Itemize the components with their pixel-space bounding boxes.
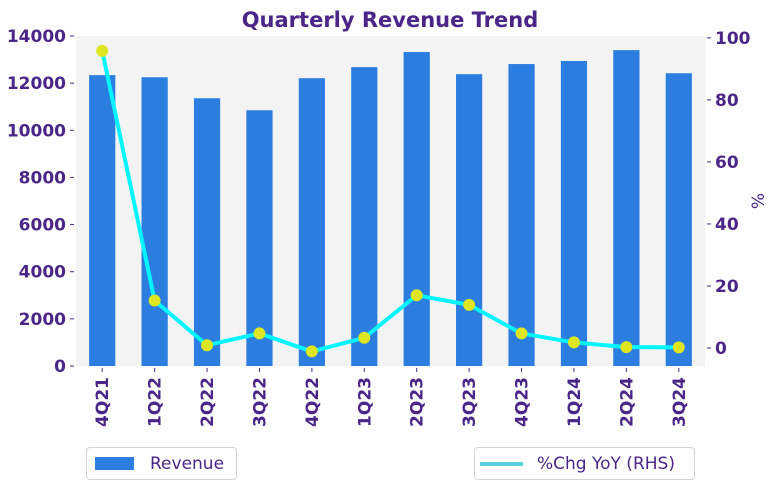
bar-4Q21 bbox=[89, 75, 116, 366]
x-tick-label: 2Q23 bbox=[408, 377, 428, 427]
bar-4Q23 bbox=[508, 64, 535, 367]
bar-1Q24 bbox=[560, 60, 588, 366]
y-right-tick-label: 20 bbox=[715, 277, 739, 297]
x-tick-label: 1Q24 bbox=[565, 377, 585, 427]
bar-2Q22 bbox=[193, 98, 221, 366]
y-right-tick-label: 40 bbox=[715, 215, 739, 235]
x-tick-label: 3Q24 bbox=[670, 377, 690, 427]
bar-3Q22 bbox=[246, 110, 273, 366]
yoy-marker-3Q22 bbox=[253, 327, 266, 340]
y-right-tick-label: 0 bbox=[715, 339, 727, 359]
x-tick-label: 2Q22 bbox=[198, 377, 218, 427]
yoy-marker-4Q21 bbox=[96, 44, 109, 57]
chart-title: Quarterly Revenue Trend bbox=[242, 8, 539, 32]
y-tick-label: 0 bbox=[54, 357, 66, 377]
x-tick-label: 4Q21 bbox=[93, 377, 113, 427]
yoy-marker-2Q23 bbox=[410, 289, 423, 302]
bar-2Q24 bbox=[613, 50, 640, 367]
y-tick-label: 6000 bbox=[19, 216, 66, 236]
legend-yoy-swatch bbox=[480, 461, 523, 466]
bar-3Q24 bbox=[665, 73, 692, 366]
yoy-line bbox=[100, 50, 679, 354]
legend-revenue-swatch bbox=[95, 457, 134, 470]
line-series-yoy bbox=[96, 44, 685, 358]
yoy-marker-1Q24 bbox=[567, 336, 580, 349]
y-axis-right: 0 20 40 60 80 100 bbox=[707, 29, 751, 359]
yoy-marker-2Q24 bbox=[620, 341, 633, 354]
bar-1Q23 bbox=[351, 67, 378, 366]
y-tick-label: 8000 bbox=[19, 168, 66, 188]
bar-1Q22 bbox=[141, 77, 168, 366]
yoy-marker-2Q22 bbox=[201, 339, 214, 352]
yoy-marker-4Q23 bbox=[515, 327, 528, 340]
y-tick-label: 4000 bbox=[19, 263, 66, 283]
yoy-marker-1Q22 bbox=[148, 294, 161, 307]
y-axis-left: 0 2000 4000 6000 8000 10000 12000 14000 bbox=[7, 27, 74, 377]
yoy-marker-4Q22 bbox=[305, 345, 318, 358]
legend-revenue-label: Revenue bbox=[150, 453, 225, 474]
yoy-marker-1Q23 bbox=[358, 331, 371, 344]
y-right-tick-label: 80 bbox=[715, 91, 739, 111]
y-tick-label: 14000 bbox=[7, 27, 66, 47]
y-tick-label: 10000 bbox=[7, 121, 66, 141]
x-tick-label: 2Q24 bbox=[617, 377, 637, 427]
legend-yoy: %Chg YoY (RHS) bbox=[474, 447, 695, 480]
yoy-marker-3Q24 bbox=[672, 341, 685, 354]
bar-series-revenue bbox=[89, 50, 692, 367]
x-tick-label: 1Q22 bbox=[146, 377, 166, 427]
y-right-tick-label: 100 bbox=[715, 29, 751, 49]
y-tick-label: 12000 bbox=[7, 74, 66, 94]
x-tick-label: 4Q23 bbox=[513, 377, 533, 427]
yoy-marker-3Q23 bbox=[463, 298, 476, 311]
legend-yoy-label: %Chg YoY (RHS) bbox=[537, 453, 675, 474]
x-axis: 4Q21 1Q22 2Q22 3Q22 4Q22 1Q23 2Q23 3Q23 4Q23 1Q24… bbox=[93, 368, 690, 427]
y-right-tick-label: 60 bbox=[715, 153, 739, 173]
plot-area bbox=[76, 36, 705, 366]
bar-4Q22 bbox=[298, 78, 325, 366]
bar-3Q23 bbox=[456, 74, 483, 366]
x-tick-label: 3Q23 bbox=[460, 377, 480, 427]
x-tick-label: 4Q22 bbox=[303, 377, 323, 427]
bar-2Q23 bbox=[403, 52, 430, 367]
x-tick-label: 3Q22 bbox=[250, 377, 270, 427]
x-tick-label: 1Q23 bbox=[355, 377, 375, 427]
y-tick-label: 2000 bbox=[19, 310, 66, 330]
legend-revenue: Revenue bbox=[86, 447, 237, 480]
y-axis-right-label: % bbox=[749, 193, 769, 209]
chart: Quarterly Revenue Trend 0200040006000800… bbox=[7, 8, 769, 427]
